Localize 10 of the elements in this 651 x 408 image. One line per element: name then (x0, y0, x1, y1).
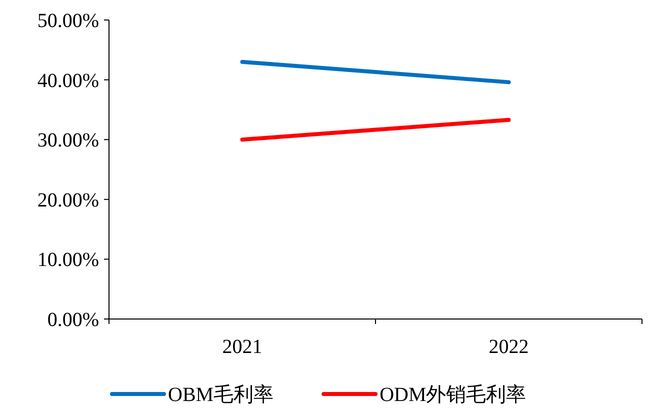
legend-label: ODM外销毛利率 (380, 384, 526, 406)
x-tick-label: 2021 (222, 336, 262, 358)
y-tick-label: 20.00% (37, 189, 99, 212)
y-tick-label: 30.00% (37, 130, 99, 152)
x-tick-label: 2022 (488, 336, 529, 358)
y-tick-label: 40.00% (37, 70, 99, 92)
legend-label: OBM毛利率 (168, 384, 274, 406)
y-tick-label: 0.00% (47, 309, 99, 331)
y-tick-label: 50.00% (37, 10, 99, 32)
y-tick-label: 10.00% (37, 249, 99, 272)
